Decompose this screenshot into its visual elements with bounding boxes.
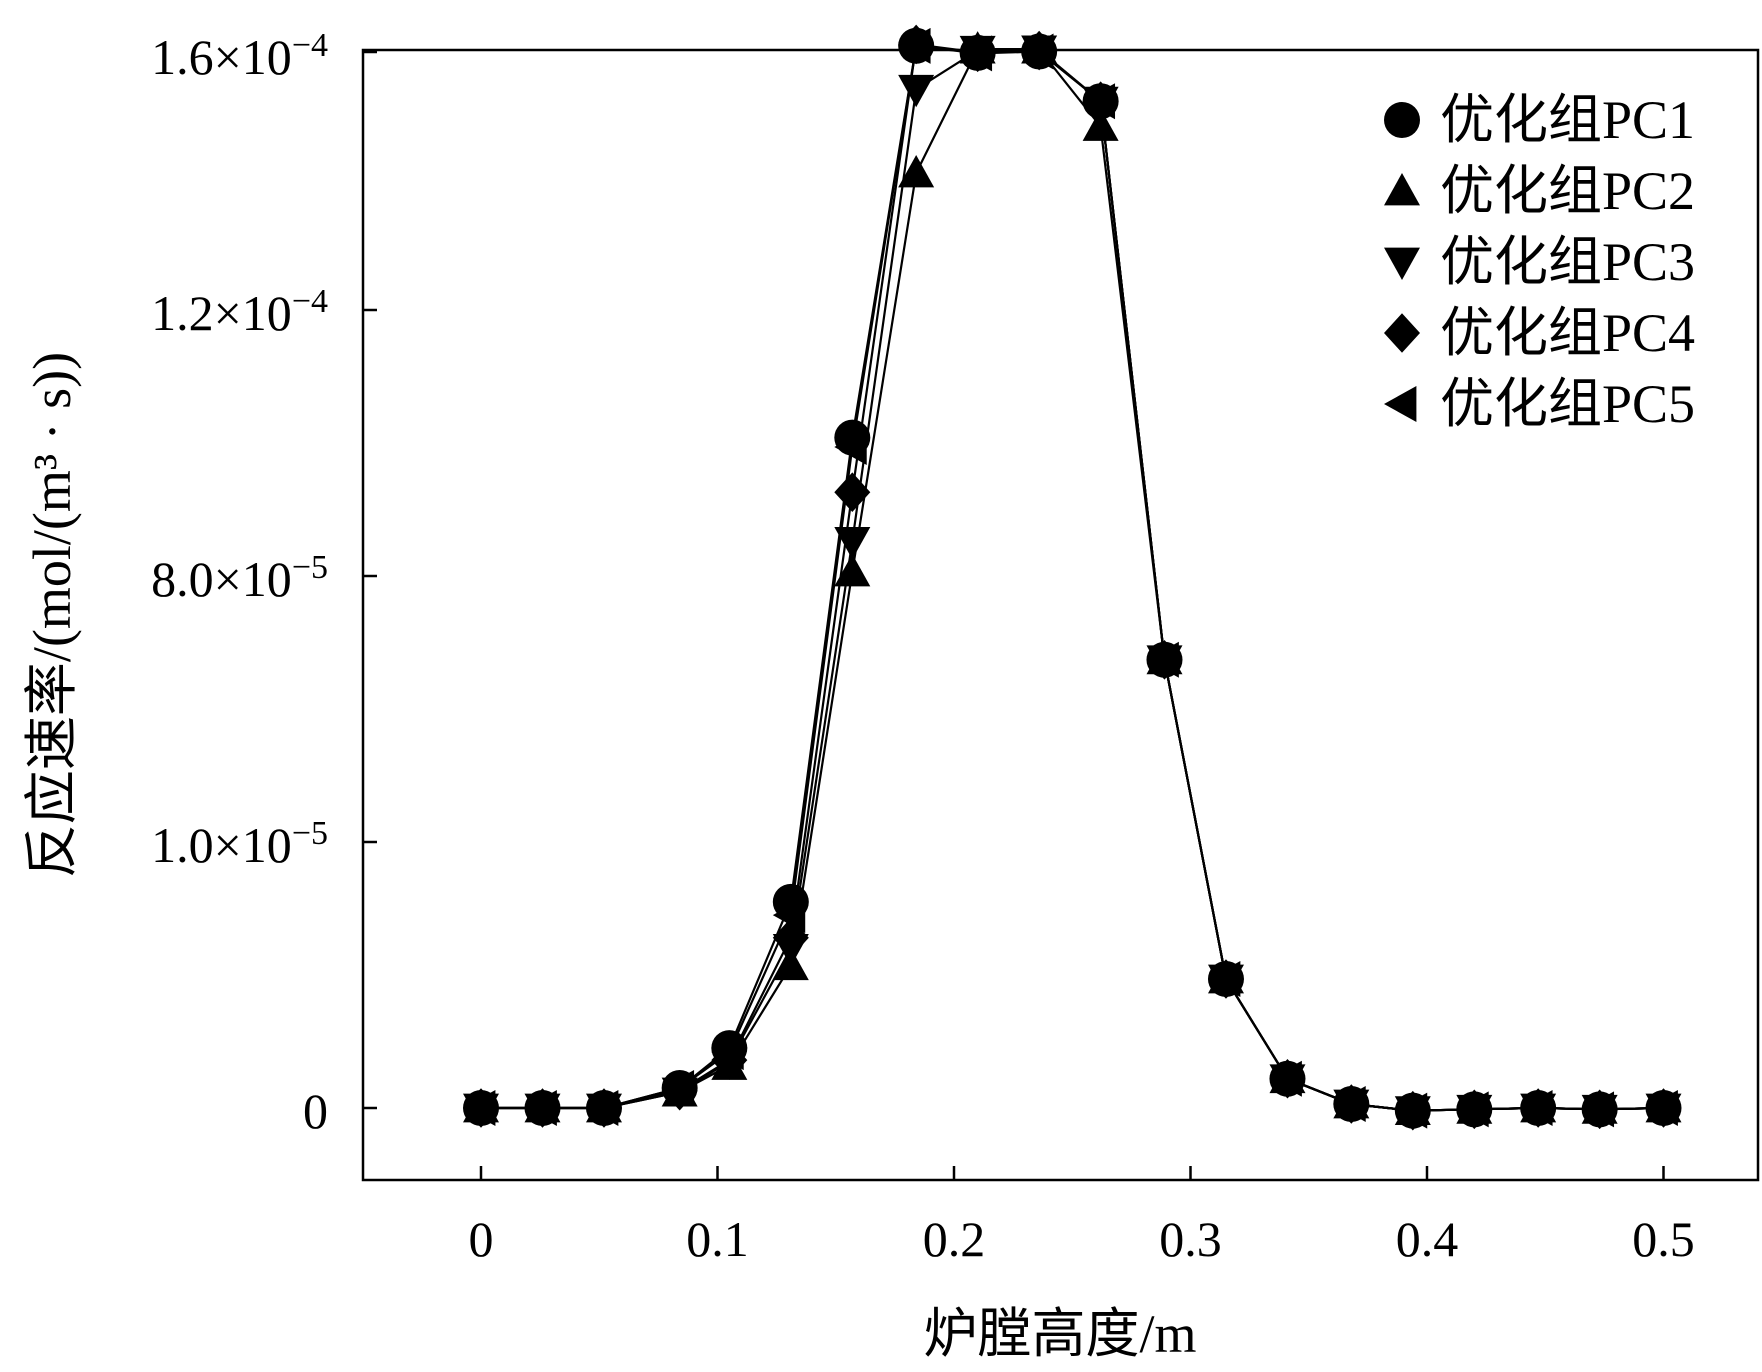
series-5-point-5 — [772, 897, 806, 934]
series-2-point-6 — [834, 554, 871, 587]
series-5-point-11 — [1146, 641, 1179, 678]
x-tick-label-3: 0.3 — [1159, 1211, 1222, 1267]
series-5-point-7 — [898, 27, 931, 64]
series-5-point-3 — [661, 1070, 695, 1107]
series-3-point-7 — [898, 74, 935, 108]
series-2-point-10 — [1082, 108, 1119, 141]
series-5-point-17 — [1520, 1090, 1553, 1126]
legend-label-5: 优化组PC5 — [1440, 374, 1695, 434]
legend-label-2: 优化组PC2 — [1440, 161, 1695, 221]
x-tick-label-0: 0 — [469, 1211, 494, 1267]
legend-label-1: 优化组PC1 — [1440, 90, 1695, 150]
series-5-point-12 — [1207, 960, 1241, 997]
series-5-point-10 — [1082, 83, 1116, 120]
y-tick-label-1: 1.0×10−5 — [151, 815, 328, 874]
series-5-point-15 — [1394, 1092, 1428, 1129]
x-axis: 0 0.1 0.2 0.3 0.4 0.5 — [469, 1166, 1695, 1267]
legend-marker-1 — [1384, 102, 1420, 138]
legend-marker-2 — [1384, 173, 1420, 206]
series-5-point-18 — [1581, 1091, 1615, 1128]
legend-label-3: 优化组PC3 — [1440, 232, 1695, 292]
y-axis-title: 反应速率/(mol/(m³ · s)) — [22, 352, 82, 878]
legend: 优化组PC1 优化组PC2 优化组PC3 优化组PC4 优化组PC5 — [1384, 90, 1695, 434]
y-tick-label-4: 1.6×10−4 — [151, 27, 328, 86]
series-5-point-14 — [1333, 1086, 1366, 1123]
x-tick-label-2: 0.2 — [923, 1211, 986, 1267]
series-4-point-5 — [772, 917, 809, 958]
series-5-point-13 — [1269, 1060, 1302, 1097]
series-5-point-16 — [1456, 1091, 1489, 1128]
plot-frame — [361, 48, 1760, 1182]
legend-marker-5 — [1384, 386, 1417, 422]
y-tick-label-2: 8.0×10−5 — [151, 549, 328, 608]
y-tick-label-0: 0 — [303, 1083, 328, 1139]
series-3-point-6 — [834, 527, 871, 560]
legend-marker-3 — [1384, 247, 1420, 280]
legend-marker-4 — [1384, 313, 1420, 353]
series-5-point-19 — [1645, 1090, 1678, 1126]
x-tick-label-4: 0.4 — [1396, 1211, 1459, 1267]
x-axis-title: 炉膛高度/m — [923, 1304, 1196, 1364]
series-5-point-1 — [524, 1090, 557, 1126]
x-tick-label-5: 0.5 — [1632, 1211, 1695, 1267]
legend-label-4: 优化组PC4 — [1440, 303, 1695, 363]
series-5-point-9 — [1021, 33, 1054, 70]
x-tick-label-1: 0.1 — [686, 1211, 749, 1267]
y-axis: 0 1.0×10−5 8.0×10−5 1.2×10−4 1.6×10−4 — [151, 27, 377, 1139]
series-5-point-0 — [463, 1090, 496, 1126]
series-5-point-4 — [711, 1034, 744, 1071]
series-4-point-6 — [834, 472, 871, 513]
y-tick-label-3: 1.2×10−4 — [151, 283, 328, 342]
series-5-point-8 — [959, 35, 993, 72]
series-markers — [463, 24, 1682, 1131]
series-5-point-6 — [834, 428, 867, 465]
series-5-point-2 — [585, 1090, 619, 1126]
series-2-point-7 — [898, 155, 935, 188]
